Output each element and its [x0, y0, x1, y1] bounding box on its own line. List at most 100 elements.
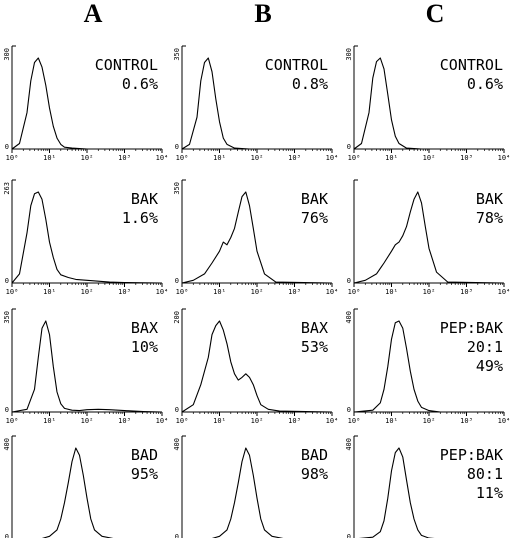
x-tick-label: 10⁴: [498, 288, 511, 296]
x-tick-label: 10³: [288, 417, 301, 425]
x-tick-label: 10⁴: [156, 154, 169, 162]
x-tick-label: 10¹: [385, 154, 398, 162]
histogram-curve: [353, 57, 504, 150]
y-max-label: 400: [345, 438, 353, 451]
panel-label-line: BAX: [131, 319, 158, 337]
histogram-curve: [353, 191, 505, 284]
y-max-label: 350: [173, 182, 181, 195]
histogram-curve: [353, 320, 504, 413]
x-tick-label: 10⁰: [6, 417, 19, 425]
x-tick-label: 10²: [423, 417, 436, 425]
panel-label-line: 0.8%: [292, 75, 328, 93]
x-tick-label: 10³: [460, 154, 473, 162]
x-tick-label: 10⁰: [6, 154, 19, 162]
histogram-panel: 400010⁰10¹10²10³10⁴BAD95%: [3, 435, 158, 538]
x-tick-label: 10⁴: [498, 154, 511, 162]
y-zero-label: 0: [175, 533, 179, 538]
x-tick-label: 10¹: [43, 288, 56, 296]
panel-label-line: PEP:BAK: [440, 446, 503, 464]
y-max-label: 400: [3, 438, 11, 451]
x-tick-label: 10¹: [385, 417, 398, 425]
x-tick-label: 10⁰: [348, 417, 361, 425]
histogram-panel: 400010⁰10¹10²10³10⁴BAD98%: [173, 435, 328, 538]
x-tick-label: 10²: [251, 154, 264, 162]
x-tick-label: 10⁴: [326, 154, 339, 162]
x-tick-label: 10²: [251, 288, 264, 296]
x-tick-label: 10³: [288, 154, 301, 162]
x-tick-label: 10⁰: [348, 288, 361, 296]
panel-label-line: 0.6%: [467, 75, 503, 93]
x-tick-label: 10⁴: [156, 288, 169, 296]
histogram-curve: [11, 320, 163, 413]
y-zero-label: 0: [175, 143, 179, 151]
panel-label-line: CONTROL: [440, 56, 503, 74]
x-tick-label: 10⁴: [156, 417, 169, 425]
panel-label-line: 1.6%: [122, 209, 158, 227]
y-zero-label: 0: [347, 533, 351, 538]
histogram-curve: [181, 191, 333, 284]
x-tick-label: 10¹: [43, 417, 56, 425]
y-zero-label: 0: [5, 533, 9, 538]
panel-label-line: BAK: [476, 190, 503, 208]
panel-label-line: 20:1: [467, 338, 503, 356]
panel-label-line: 0.6%: [122, 75, 158, 93]
panel-label-line: BAK: [301, 190, 328, 208]
x-tick-label: 10²: [423, 288, 436, 296]
y-zero-label: 0: [347, 277, 351, 285]
column-label-a: A: [84, 0, 103, 28]
histogram-curve: [11, 57, 162, 150]
panel-label-line: 80:1: [467, 465, 503, 483]
histogram-curve: [11, 191, 163, 284]
x-tick-label: 10⁰: [176, 154, 189, 162]
x-tick-label: 10³: [460, 288, 473, 296]
panel-label-line: BAD: [131, 446, 158, 464]
panel-label-line: 76%: [301, 209, 328, 227]
panel-label-line: 78%: [476, 209, 503, 227]
x-tick-label: 10²: [81, 417, 94, 425]
x-tick-label: 10⁰: [6, 288, 19, 296]
x-tick-label: 10⁴: [326, 288, 339, 296]
y-max-label: 350: [3, 311, 11, 324]
x-tick-label: 10¹: [213, 288, 226, 296]
panel-label-line: BAK: [131, 190, 158, 208]
x-tick-label: 10¹: [43, 154, 56, 162]
column-label-b: B: [254, 0, 271, 28]
x-tick-label: 10⁰: [176, 417, 189, 425]
panel-label-line: CONTROL: [265, 56, 328, 74]
y-max-label: 200: [173, 311, 181, 324]
x-tick-label: 10³: [288, 288, 301, 296]
x-tick-label: 10²: [423, 154, 436, 162]
y-max-label: 300: [345, 48, 353, 61]
panel-label-line: 11%: [476, 484, 503, 502]
y-zero-label: 0: [5, 277, 9, 285]
y-max-label: 300: [3, 48, 11, 61]
x-tick-label: 10²: [81, 154, 94, 162]
histogram-curve: [181, 320, 333, 413]
y-zero-label: 0: [347, 406, 351, 414]
panel-label-line: 10%: [131, 338, 158, 356]
x-tick-label: 10³: [118, 288, 131, 296]
panel-label-line: PEP:BAK: [440, 319, 503, 337]
panel-label-line: CONTROL: [95, 56, 158, 74]
x-tick-label: 10³: [118, 417, 131, 425]
column-label-c: C: [426, 0, 445, 28]
y-max-label: 263: [3, 182, 11, 195]
y-zero-label: 0: [175, 277, 179, 285]
x-tick-label: 10⁴: [498, 417, 511, 425]
histogram-curve: [38, 447, 119, 538]
y-max-label: 400: [173, 438, 181, 451]
x-tick-label: 10²: [81, 288, 94, 296]
x-tick-label: 10¹: [213, 417, 226, 425]
y-max-label: 350: [173, 48, 181, 61]
panel-label-line: 98%: [301, 465, 328, 483]
